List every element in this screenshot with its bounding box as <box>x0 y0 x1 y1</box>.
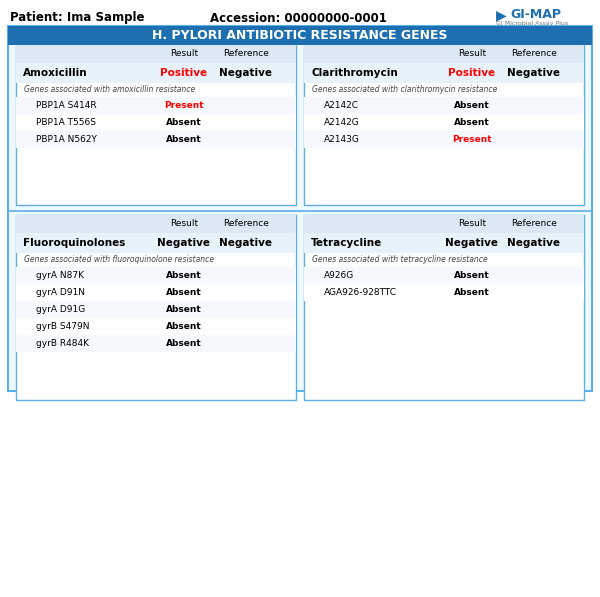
Text: Absent: Absent <box>166 339 202 348</box>
Text: A2142G: A2142G <box>324 118 360 127</box>
Text: Tetracycline: Tetracycline <box>311 238 382 248</box>
Text: GI-MAP: GI-MAP <box>510 8 561 21</box>
Text: gyrA D91N: gyrA D91N <box>36 288 85 297</box>
Bar <box>16 284 296 301</box>
Text: Reference: Reference <box>223 50 269 59</box>
Text: Accession: 00000000-0001: Accession: 00000000-0001 <box>210 11 387 24</box>
Text: Negative: Negative <box>507 68 560 78</box>
Bar <box>8 26 592 45</box>
Text: Negative: Negative <box>507 238 560 248</box>
Bar <box>8 26 592 391</box>
Text: Absent: Absent <box>454 271 490 280</box>
Bar <box>304 45 584 63</box>
Text: gyrA D91G: gyrA D91G <box>36 305 85 314</box>
Text: gyrB S479N: gyrB S479N <box>36 322 89 331</box>
Text: Reference: Reference <box>511 50 557 59</box>
Text: Clarithromycin: Clarithromycin <box>311 68 398 78</box>
Text: Absent: Absent <box>166 305 202 314</box>
Text: gyrA N87K: gyrA N87K <box>36 271 84 280</box>
Text: H. PYLORI ANTIBIOTIC RESISTANCE GENES: H. PYLORI ANTIBIOTIC RESISTANCE GENES <box>152 29 448 42</box>
Text: Negative: Negative <box>219 238 272 248</box>
Text: Genes associated with amoxicillin resistance: Genes associated with amoxicillin resist… <box>24 85 195 94</box>
Text: Negative: Negative <box>157 238 211 248</box>
Bar <box>304 233 584 253</box>
Text: Reference: Reference <box>223 220 269 229</box>
Text: GI Microbial Assay Plus: GI Microbial Assay Plus <box>496 21 568 26</box>
Text: Absent: Absent <box>454 101 490 110</box>
Bar <box>304 97 584 114</box>
Bar <box>304 215 584 233</box>
Bar <box>16 215 296 233</box>
Bar <box>304 284 584 301</box>
Bar <box>16 335 296 352</box>
Text: Positive: Positive <box>160 68 208 78</box>
Text: Absent: Absent <box>166 271 202 280</box>
Text: A2143G: A2143G <box>324 135 360 144</box>
Text: A926G: A926G <box>324 271 354 280</box>
Text: Amoxicillin: Amoxicillin <box>23 68 88 78</box>
Bar <box>16 45 296 63</box>
Text: PBP1A N562Y: PBP1A N562Y <box>36 135 97 144</box>
Bar <box>304 63 584 83</box>
Bar <box>16 318 296 335</box>
Text: Absent: Absent <box>454 288 490 297</box>
Text: Genes associated with clarithromycin resistance: Genes associated with clarithromycin res… <box>312 85 497 94</box>
Bar <box>16 267 296 284</box>
Text: Present: Present <box>452 135 492 144</box>
Text: Result: Result <box>458 50 486 59</box>
Text: Fluoroquinolones: Fluoroquinolones <box>23 238 125 248</box>
Bar <box>16 301 296 318</box>
Text: AGA926-928TTC: AGA926-928TTC <box>324 288 397 297</box>
Bar <box>16 131 296 148</box>
Text: PBP1A S414R: PBP1A S414R <box>36 101 97 110</box>
Text: Genes associated with tetracycline resistance: Genes associated with tetracycline resis… <box>312 256 488 264</box>
Text: PBP1A T556S: PBP1A T556S <box>36 118 96 127</box>
Bar <box>304 215 584 400</box>
Bar <box>304 267 584 284</box>
Bar <box>16 233 296 253</box>
Bar <box>16 63 296 83</box>
Text: ▶: ▶ <box>496 8 506 22</box>
Text: Result: Result <box>458 220 486 229</box>
Bar <box>304 45 584 205</box>
Text: Absent: Absent <box>166 118 202 127</box>
Text: Negative: Negative <box>219 68 272 78</box>
Text: Genes associated with fluoroquinolone resistance: Genes associated with fluoroquinolone re… <box>24 256 214 264</box>
Text: Positive: Positive <box>448 68 496 78</box>
Bar <box>304 131 584 148</box>
Text: Present: Present <box>164 101 204 110</box>
Text: Patient: Ima Sample: Patient: Ima Sample <box>10 11 145 24</box>
Text: gyrB R484K: gyrB R484K <box>36 339 89 348</box>
Text: Absent: Absent <box>166 288 202 297</box>
Bar <box>16 97 296 114</box>
Text: Reference: Reference <box>511 220 557 229</box>
Text: Result: Result <box>170 220 198 229</box>
Bar <box>16 215 296 400</box>
Text: Absent: Absent <box>166 322 202 331</box>
Text: Absent: Absent <box>454 118 490 127</box>
Text: Absent: Absent <box>166 135 202 144</box>
Bar <box>304 114 584 131</box>
Text: Result: Result <box>170 50 198 59</box>
Bar <box>16 114 296 131</box>
Bar <box>16 45 296 205</box>
Text: A2142C: A2142C <box>324 101 359 110</box>
Text: Negative: Negative <box>445 238 499 248</box>
